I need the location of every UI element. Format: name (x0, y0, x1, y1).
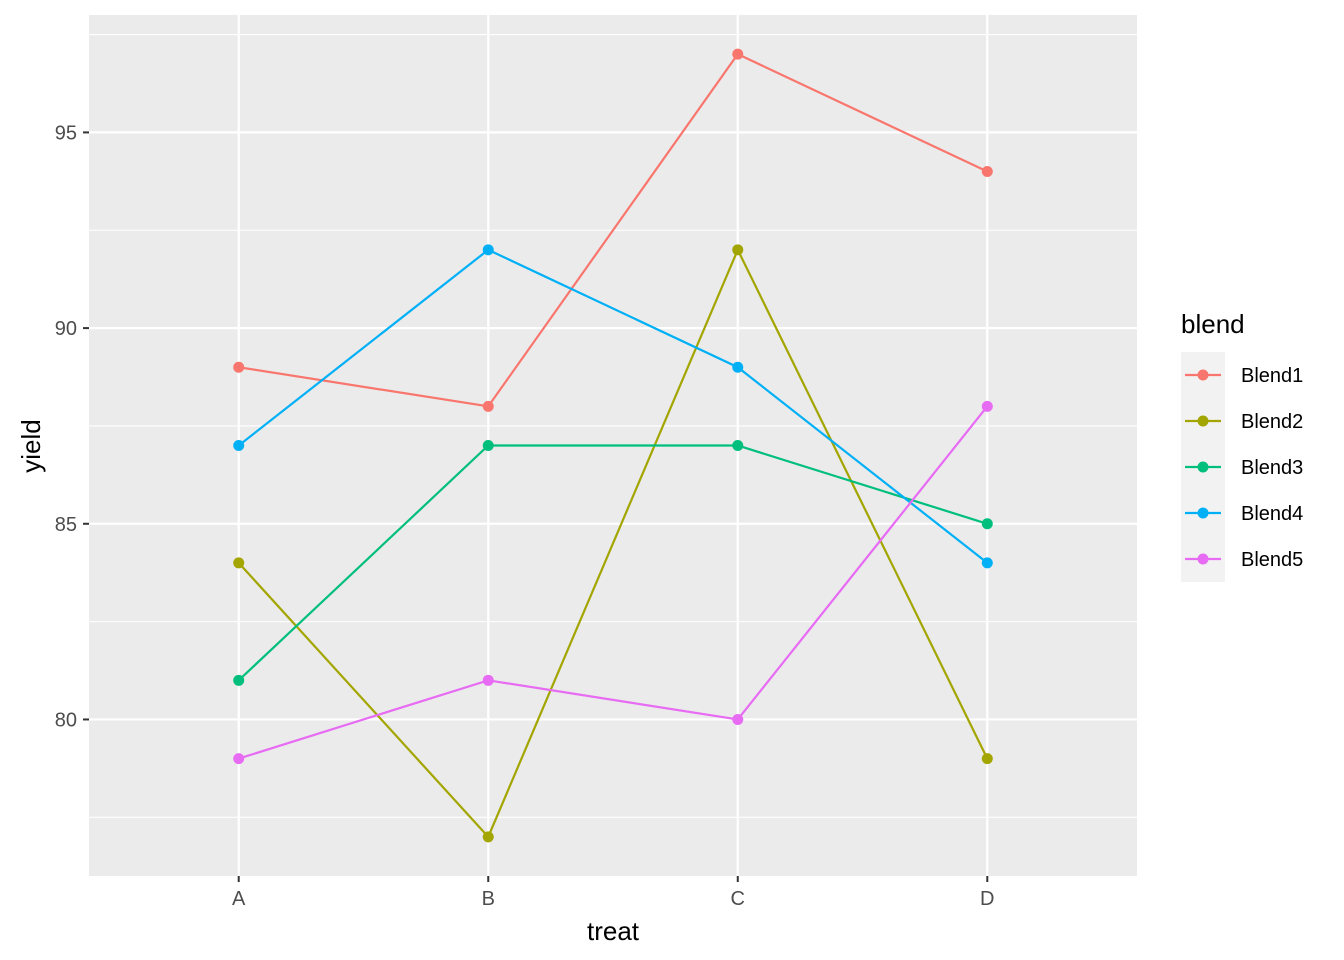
data-point (233, 753, 245, 765)
y-tick-label: 95 (55, 122, 77, 144)
x-axis: A B C D (232, 876, 995, 910)
y-axis-title: yield (16, 419, 46, 472)
legend-key-point (1197, 461, 1209, 473)
data-point (732, 244, 744, 256)
legend: blend Blend1 Blend2 Blend3 Blend4 Blend5 (1181, 309, 1303, 582)
legend-key-point (1197, 553, 1209, 565)
data-point (981, 400, 993, 412)
legend-key-point (1197, 415, 1209, 427)
data-point (981, 518, 993, 530)
x-axis-title: treat (587, 916, 640, 946)
legend-item-blend2: Blend2 (1181, 398, 1303, 444)
data-point (233, 674, 245, 686)
data-point (981, 557, 993, 569)
series-blend4 (233, 244, 993, 569)
legend-key-point (1197, 507, 1209, 519)
series-blend1 (233, 48, 993, 412)
data-point (981, 166, 993, 178)
x-tick-label: D (980, 888, 994, 910)
data-point (732, 713, 744, 725)
x-tick-label: B (482, 888, 495, 910)
x-tick-label: A (232, 888, 246, 910)
series-blend5 (233, 400, 993, 765)
data-point (732, 440, 744, 451)
legend-item-blend1: Blend1 (1181, 352, 1303, 398)
data-point (482, 400, 494, 412)
legend-title: blend (1181, 309, 1245, 339)
legend-item-blend3: Blend3 (1181, 444, 1303, 490)
legend-label: Blend5 (1241, 549, 1303, 571)
legend-items: Blend1 Blend2 Blend3 Blend4 Blend5 (1181, 352, 1303, 582)
series-line (237, 444, 988, 682)
series-line (238, 405, 989, 760)
y-tick-label: 80 (55, 709, 77, 731)
data-point (732, 48, 744, 60)
series-blend2 (233, 244, 993, 843)
data-point (482, 674, 494, 686)
legend-label: Blend1 (1241, 365, 1303, 387)
legend-item-blend4: Blend4 (1181, 490, 1303, 536)
legend-item-blend5: Blend5 (1181, 536, 1303, 582)
data-point (233, 361, 245, 373)
legend-key-point (1197, 369, 1209, 381)
series-line (238, 248, 988, 564)
series-line (237, 247, 989, 839)
data-point (732, 361, 744, 373)
series-blend3 (233, 440, 993, 686)
series-line (238, 52, 988, 408)
y-tick-label: 90 (55, 318, 77, 340)
data-point (482, 440, 494, 451)
x-tick-label: C (731, 888, 745, 910)
y-axis: 80 85 90 95 (55, 122, 89, 731)
legend-label: Blend2 (1241, 411, 1303, 433)
data-point (981, 753, 993, 765)
series-layer (233, 48, 993, 843)
data-point (233, 440, 245, 451)
data-point (482, 244, 494, 256)
y-tick-label: 85 (55, 514, 77, 536)
legend-label: Blend4 (1241, 503, 1303, 525)
legend-label: Blend3 (1241, 457, 1303, 479)
data-point (233, 557, 245, 569)
data-point (482, 831, 494, 843)
